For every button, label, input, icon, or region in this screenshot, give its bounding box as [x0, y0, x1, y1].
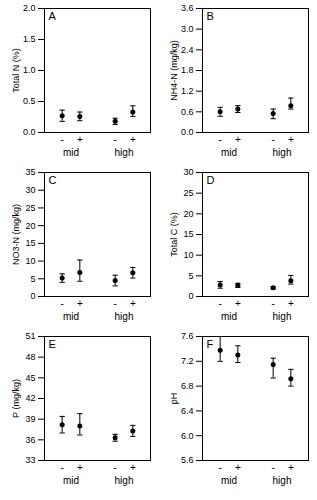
svg-text:0.6: 0.6	[181, 107, 194, 117]
svg-text:51: 51	[25, 331, 35, 341]
svg-text:-: -	[271, 462, 274, 473]
svg-text:6.4: 6.4	[181, 406, 194, 416]
svg-text:high: high	[273, 475, 292, 486]
svg-text:C: C	[49, 174, 57, 186]
svg-text:+: +	[77, 134, 83, 145]
svg-text:5: 5	[30, 274, 35, 284]
svg-text:0.0: 0.0	[181, 127, 194, 137]
svg-text:6.8: 6.8	[181, 381, 194, 391]
svg-text:mid: mid	[221, 475, 237, 486]
svg-text:10: 10	[183, 250, 193, 260]
svg-text:mid: mid	[63, 311, 79, 322]
svg-text:+: +	[130, 134, 136, 145]
svg-text:45: 45	[25, 373, 35, 383]
svg-text:high: high	[273, 311, 292, 322]
svg-text:-: -	[218, 298, 221, 309]
svg-text:+: +	[130, 462, 136, 473]
svg-text:2.4: 2.4	[181, 45, 194, 55]
svg-text:1.0: 1.0	[23, 65, 36, 75]
svg-text:10: 10	[25, 256, 35, 266]
svg-text:-: -	[60, 462, 63, 473]
svg-text:5.6: 5.6	[181, 455, 194, 465]
svg-text:B: B	[207, 10, 214, 22]
svg-text:F: F	[207, 338, 214, 350]
svg-text:mid: mid	[63, 147, 79, 158]
svg-text:3.0: 3.0	[181, 24, 194, 34]
svg-text:Total N (%): Total N (%)	[11, 48, 21, 93]
svg-text:-: -	[271, 134, 274, 145]
svg-text:6.0: 6.0	[181, 431, 194, 441]
svg-text:-: -	[60, 298, 63, 309]
svg-text:+: +	[235, 298, 241, 309]
svg-text:mid: mid	[63, 475, 79, 486]
svg-text:7.6: 7.6	[181, 331, 194, 341]
svg-text:1.5: 1.5	[23, 34, 36, 44]
svg-text:E: E	[49, 338, 56, 350]
svg-text:25: 25	[25, 203, 35, 213]
svg-text:48: 48	[25, 352, 35, 362]
svg-text:A: A	[49, 10, 57, 22]
svg-text:42: 42	[25, 393, 35, 403]
svg-text:mid: mid	[221, 311, 237, 322]
svg-text:15: 15	[183, 229, 193, 239]
svg-text:0: 0	[30, 291, 35, 301]
svg-text:+: +	[288, 462, 294, 473]
svg-text:15: 15	[25, 238, 35, 248]
svg-text:1.8: 1.8	[181, 65, 194, 75]
svg-text:2.0: 2.0	[23, 3, 36, 13]
svg-text:-: -	[271, 298, 274, 309]
svg-text:+: +	[235, 462, 241, 473]
svg-text:-: -	[218, 462, 221, 473]
svg-text:1.2: 1.2	[181, 86, 194, 96]
svg-text:0: 0	[188, 291, 193, 301]
svg-text:30: 30	[25, 185, 35, 195]
svg-text:5: 5	[188, 271, 193, 281]
svg-text:36: 36	[25, 435, 35, 445]
svg-text:Total C (%): Total C (%)	[169, 212, 179, 257]
svg-text:+: +	[288, 134, 294, 145]
svg-text:NO3-N (mg/kg): NO3-N (mg/kg)	[11, 204, 21, 265]
svg-text:20: 20	[25, 221, 35, 231]
svg-text:high: high	[115, 311, 134, 322]
svg-text:0.0: 0.0	[23, 127, 36, 137]
svg-text:30: 30	[183, 167, 193, 177]
svg-text:0.5: 0.5	[23, 96, 36, 106]
svg-text:-: -	[60, 134, 63, 145]
svg-text:20: 20	[183, 209, 193, 219]
svg-text:-: -	[218, 134, 221, 145]
svg-text:mid: mid	[221, 147, 237, 158]
svg-text:39: 39	[25, 414, 35, 424]
svg-text:-: -	[113, 298, 116, 309]
svg-text:-: -	[113, 462, 116, 473]
svg-text:7.2: 7.2	[181, 356, 194, 366]
svg-text:33: 33	[25, 455, 35, 465]
svg-text:+: +	[235, 134, 241, 145]
svg-text:NH4-N (mg/kg): NH4-N (mg/kg)	[169, 40, 179, 101]
svg-text:3.6: 3.6	[181, 3, 194, 13]
svg-text:high: high	[115, 475, 134, 486]
svg-text:35: 35	[25, 167, 35, 177]
svg-text:25: 25	[183, 188, 193, 198]
svg-text:D: D	[207, 174, 215, 186]
svg-text:+: +	[288, 298, 294, 309]
svg-text:P (mg/kg): P (mg/kg)	[11, 379, 21, 418]
svg-text:pH: pH	[169, 393, 179, 405]
svg-text:high: high	[273, 147, 292, 158]
svg-text:+: +	[77, 462, 83, 473]
svg-text:+: +	[130, 298, 136, 309]
svg-text:+: +	[77, 298, 83, 309]
svg-text:high: high	[115, 147, 134, 158]
svg-text:-: -	[113, 134, 116, 145]
